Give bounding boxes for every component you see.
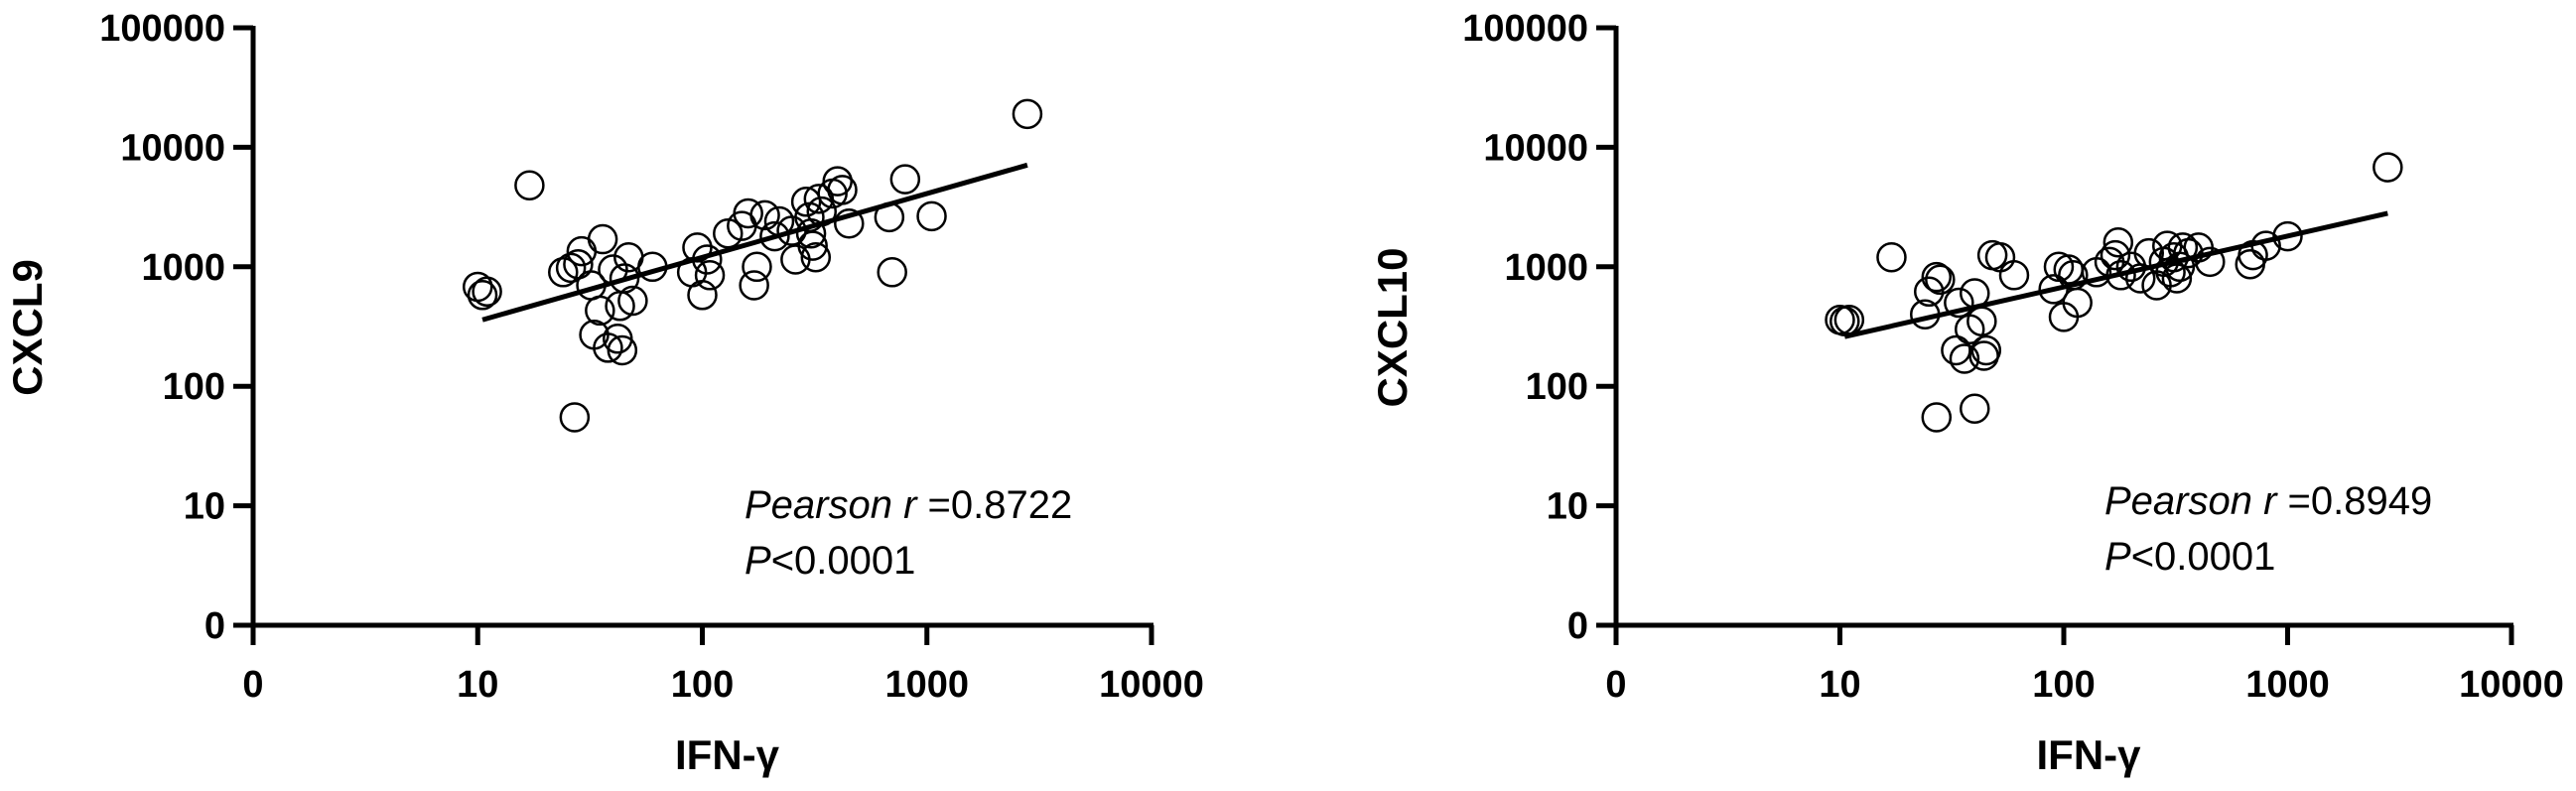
pearson-annotation: Pearson r =0.8949: [2104, 479, 2432, 523]
data-point: [514, 170, 545, 201]
data-point: [759, 220, 790, 252]
data-point: [1921, 261, 1953, 293]
pearson-annotation: Pearson r =0.8722: [745, 483, 1072, 527]
y-tick-label: 100000: [1462, 8, 1588, 50]
data-point: [1944, 287, 1974, 319]
x-tick-label: 10: [457, 664, 498, 706]
x-tick-label: 10000: [2459, 664, 2564, 706]
chart-panel-1: 0 10 100 1000 10000 100000 0 10 100 1000 10000 IFN-…: [4, 8, 1204, 778]
data-point: [472, 276, 502, 308]
p-value: <0.0001: [2131, 535, 2276, 579]
data-point: [694, 260, 726, 291]
data-point: [1941, 334, 1971, 366]
data-point: [1012, 98, 1043, 130]
y-tick-label: 10: [184, 486, 225, 528]
x-tick-label: 0: [242, 664, 263, 706]
data-point: [742, 251, 772, 283]
data-point: [739, 270, 769, 301]
pearson-stat-value: =0.8949: [2288, 479, 2433, 523]
data-point: [797, 230, 828, 261]
x-tick-label: 0: [1605, 664, 1626, 706]
y-tick-label: 0: [204, 605, 225, 647]
x-axis-label: IFN-γ: [675, 731, 780, 778]
p-value-annotation: P<0.0001: [745, 539, 915, 583]
p-value-annotation: P<0.0001: [2104, 535, 2275, 579]
y-tick-label: 10: [1547, 486, 1588, 528]
data-point: [1970, 334, 2002, 366]
y-axis-label: CXCL10: [1369, 247, 1416, 407]
p-label: P: [2104, 535, 2131, 579]
data-point: [559, 402, 591, 433]
chart-panel-2: 0 10 100 1000 10000 100000 0 10 100 1000 10000 IFN-…: [1369, 8, 2564, 778]
data-point: [687, 280, 718, 311]
y-tick-label: 10000: [1483, 127, 1588, 169]
data-point: [2195, 246, 2226, 278]
data-point: [733, 198, 763, 229]
x-tick-label: 1000: [2245, 664, 2330, 706]
data-point: [593, 332, 623, 363]
x-tick-label: 100: [671, 664, 734, 706]
data-point: [877, 257, 907, 288]
data-point: [609, 263, 640, 294]
data-point: [2235, 248, 2265, 280]
data-point: [607, 334, 638, 366]
data-point: [1913, 276, 1945, 308]
regression-line: [1843, 210, 2388, 339]
y-tick-label: 100: [1526, 366, 1588, 408]
data-point: [2100, 239, 2131, 271]
data-point: [1925, 264, 1956, 296]
data-point: [548, 257, 579, 288]
y-tick-label: 10000: [120, 127, 225, 169]
data-point: [916, 200, 947, 232]
data-point: [827, 175, 858, 205]
data-point: [1876, 242, 1907, 273]
data-point: [834, 207, 865, 239]
data-point: [2062, 287, 2093, 319]
data-point: [713, 217, 744, 249]
x-tick-label: 1000: [884, 664, 969, 706]
data-point: [617, 285, 648, 317]
pearson-stat-value: =0.8722: [928, 483, 1073, 527]
x-axis-label: IFN-γ: [2037, 731, 2142, 778]
pearson-stat-name: Pearson r: [745, 483, 928, 527]
x-tick-label: 10: [1819, 664, 1860, 706]
y-tick-label: 100000: [99, 8, 225, 50]
p-label: P: [745, 539, 771, 583]
data-point: [1949, 343, 1980, 374]
regression-line: [481, 162, 1028, 323]
data-point: [2161, 263, 2193, 294]
x-tick-label: 100: [2032, 664, 2095, 706]
data-point: [749, 199, 780, 231]
data-point: [2102, 226, 2134, 258]
data-point: [2373, 152, 2403, 183]
data-point: [467, 280, 498, 311]
data-point: [2155, 257, 2186, 288]
data-point: [587, 223, 618, 255]
data-point: [555, 252, 587, 284]
data-point: [1960, 393, 1990, 424]
data-point: [822, 166, 853, 197]
data-point: [800, 242, 832, 273]
y-tick-label: 1000: [1504, 247, 1588, 289]
data-point: [1998, 260, 2030, 291]
y-tick-label: 100: [163, 366, 225, 408]
p-value: <0.0001: [771, 539, 916, 583]
data-point: [1921, 402, 1953, 433]
data-point: [889, 164, 921, 195]
x-tick-label: 10000: [1099, 664, 1204, 706]
y-axis-label: CXCL9: [4, 259, 51, 396]
data-point: [2272, 220, 2303, 252]
data-point: [585, 295, 615, 327]
y-tick-label: 1000: [141, 247, 225, 289]
y-tick-label: 0: [1567, 605, 1588, 647]
pearson-stat-name: Pearson r: [2104, 479, 2288, 523]
